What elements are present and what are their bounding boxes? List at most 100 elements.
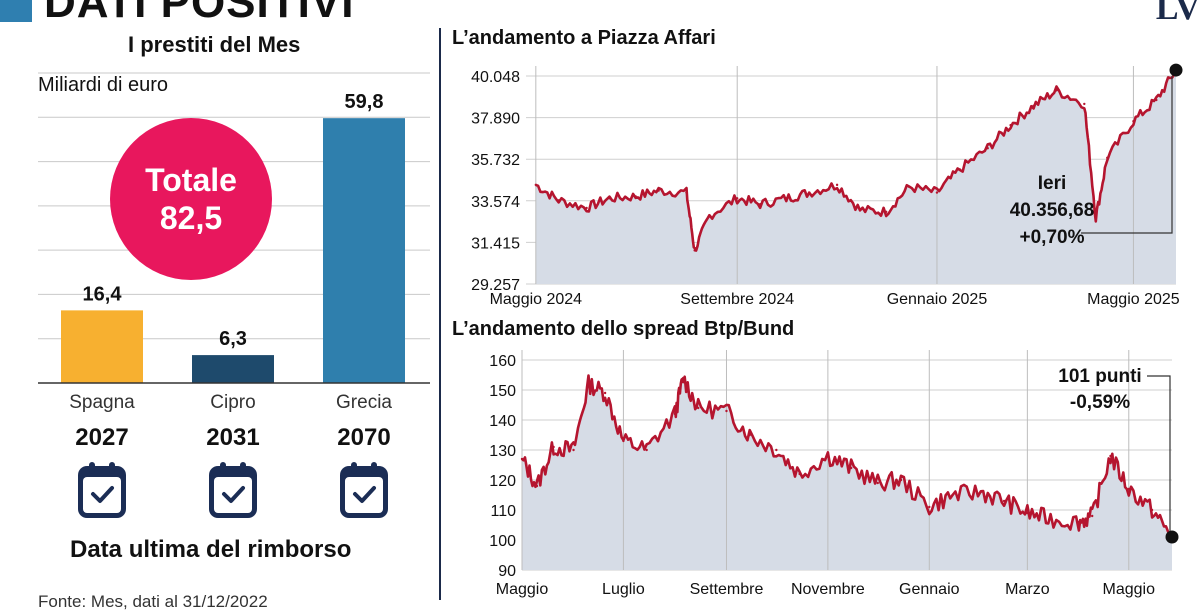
annotation-label: 101 punti [1058, 366, 1141, 387]
data-point [1077, 520, 1081, 524]
data-point [1155, 98, 1158, 102]
data-point [1049, 517, 1052, 521]
data-point [775, 448, 778, 452]
calendar-ring [371, 462, 377, 474]
y-tick-label: 140 [489, 413, 516, 430]
y-tick-label: 29.257 [471, 277, 520, 294]
data-point [1032, 104, 1035, 108]
y-tick-label: 160 [489, 353, 516, 370]
last-value-marker [1165, 530, 1179, 544]
data-point [1009, 123, 1012, 127]
data-point [572, 448, 575, 452]
calendar-icon [340, 462, 388, 518]
data-point [858, 208, 862, 212]
y-tick-label: 100 [489, 533, 516, 550]
total-badge: Totale 82,5 [110, 118, 272, 280]
x-tick-label: Maggio 2024 [490, 291, 583, 308]
mes-bar-chart: 16,4 6,3 59,8 [38, 72, 430, 518]
data-point [685, 191, 688, 194]
calendar-ring [89, 462, 95, 474]
data-point [951, 493, 954, 497]
bar-value-label: 59,8 [345, 91, 384, 113]
calendar-ring [220, 462, 226, 474]
y-tick-label: 31.415 [471, 235, 520, 252]
x-tick-label: Maggio [1103, 581, 1156, 598]
total-value: 82,5 [159, 200, 223, 236]
data-point [634, 195, 637, 198]
bar-value-label: 16,4 [83, 283, 123, 305]
y-tick-label: 40.048 [471, 69, 520, 86]
data-point [1109, 454, 1112, 458]
data-point [758, 202, 762, 206]
data-point [958, 168, 962, 171]
header-accent-block [0, 0, 32, 22]
data-point [1106, 156, 1109, 160]
data-point [1055, 89, 1058, 92]
calendar-icon [78, 462, 126, 518]
data-point [1132, 120, 1135, 123]
category-label: Grecia [336, 392, 392, 413]
y-tick-label: 150 [489, 383, 516, 400]
data-point [725, 409, 728, 413]
data-point [708, 214, 711, 217]
series-line [521, 374, 1173, 539]
x-tick-label: Novembre [791, 581, 865, 598]
check-mark [222, 486, 245, 503]
calendar-ring [240, 462, 246, 474]
data-point [899, 478, 903, 482]
footer-caption: Data ultima del rimborso [70, 536, 352, 563]
data-point [785, 197, 788, 200]
data-point [673, 412, 677, 416]
data-point [826, 454, 830, 458]
data-point [849, 466, 853, 470]
bar-cipro [192, 355, 274, 383]
data-point [603, 391, 607, 395]
annotation-value: 40.356,68 [1010, 200, 1095, 221]
source-note: Fonte: Mes, dati al 31/12/2022 [38, 592, 268, 611]
bar-grecia [323, 118, 405, 384]
data-point [1091, 514, 1094, 518]
annotation-leader [1147, 375, 1171, 531]
data-point [520, 457, 524, 461]
brand-logo: LV [1155, 0, 1200, 27]
x-tick-label: Gennaio 2025 [887, 291, 988, 308]
y-tick-label: 110 [490, 503, 516, 520]
mes-title: I prestiti del Mes [128, 32, 301, 57]
data-point [986, 147, 989, 150]
x-tick-label: Maggio 2025 [1087, 291, 1180, 308]
calendar-ring [109, 462, 115, 474]
data-point [835, 183, 839, 187]
x-tick-label: Luglio [602, 581, 645, 598]
data-point [1094, 216, 1097, 219]
x-tick-label: Marzo [1005, 581, 1050, 598]
panel-divider [439, 28, 441, 600]
y-tick-label: 90 [498, 563, 516, 580]
data-point [808, 191, 811, 194]
repayment-year: 2027 [75, 424, 129, 451]
bar-spagna [61, 310, 143, 383]
piazza-chart: 40.04837.89035.73233.57431.41529.257Magg… [471, 63, 1183, 308]
header-title: DATI POSITIVI [44, 0, 355, 27]
x-tick-label: Gennaio [899, 581, 960, 598]
data-point [657, 189, 660, 192]
data-point [608, 197, 611, 200]
y-tick-label: 37.890 [471, 111, 520, 128]
x-tick-label: Settembre 2024 [680, 291, 794, 308]
data-point [1026, 511, 1029, 515]
data-point [1150, 508, 1154, 512]
y-tick-label: 35.732 [471, 152, 520, 169]
bar-value-label: 6,3 [219, 328, 247, 350]
data-point [535, 484, 539, 488]
data-point [876, 481, 879, 485]
x-tick-label: Settembre [690, 581, 764, 598]
repayment-year: 2070 [337, 424, 391, 451]
x-tick-label: Maggio [496, 581, 549, 598]
last-value-marker [1169, 63, 1183, 77]
y-tick-label: 120 [489, 473, 516, 490]
data-point [587, 382, 590, 386]
annotation-leader [1081, 76, 1173, 234]
data-point [935, 191, 939, 194]
data-point [693, 249, 696, 252]
calendar-page [83, 477, 121, 513]
